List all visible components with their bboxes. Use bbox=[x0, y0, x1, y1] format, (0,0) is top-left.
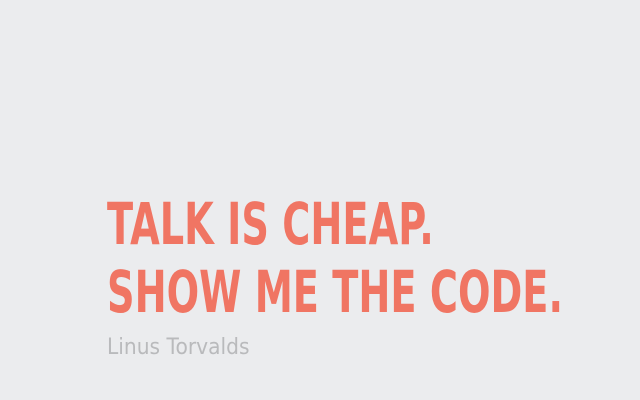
quote-block: TALK IS CHEAP. SHOW ME THE CODE. Linus T… bbox=[107, 190, 627, 362]
quote-line-1: TALK IS CHEAP. bbox=[107, 190, 434, 258]
quote-line-2: SHOW ME THE CODE. bbox=[107, 258, 563, 326]
quote-author: Linus Torvalds bbox=[107, 335, 250, 360]
